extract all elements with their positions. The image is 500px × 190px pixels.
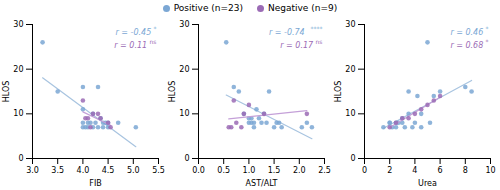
- svg-text:20: 20: [13, 65, 23, 74]
- svg-text:HLOS: HLOS: [2, 81, 11, 103]
- svg-text:Urea: Urea: [418, 179, 437, 188]
- svg-text:r = -0.45: r = -0.45: [116, 28, 152, 37]
- svg-text:0: 0: [362, 166, 367, 175]
- svg-text:4.5: 4.5: [102, 166, 115, 175]
- svg-text:1.0: 1.0: [243, 166, 256, 175]
- svg-text:6: 6: [438, 166, 443, 175]
- svg-text:HLOS: HLOS: [334, 81, 343, 103]
- svg-text:8: 8: [463, 166, 468, 175]
- svg-text:0: 0: [184, 154, 189, 163]
- svg-text:FIB: FIB: [89, 179, 101, 188]
- html-text:Positive (n=23): Positive (n=23): [173, 3, 243, 13]
- svg-text:0: 0: [350, 154, 355, 163]
- svg-text:30: 30: [13, 20, 23, 29]
- svg-text:ns: ns: [316, 38, 323, 45]
- svg-text:*: *: [486, 25, 489, 32]
- svg-text:2.5: 2.5: [318, 166, 331, 175]
- svg-text:30: 30: [345, 20, 355, 29]
- svg-text:10: 10: [345, 109, 355, 118]
- svg-text:r = 0.11: r = 0.11: [114, 41, 147, 50]
- svg-text:2.0: 2.0: [293, 166, 306, 175]
- svg-text:4: 4: [412, 166, 417, 175]
- svg-text:****: ****: [311, 25, 323, 32]
- svg-text:*: *: [486, 38, 489, 45]
- svg-text:1.5: 1.5: [268, 166, 281, 175]
- svg-text:HLOS: HLOS: [168, 81, 177, 103]
- svg-text:5.0: 5.0: [127, 166, 140, 175]
- svg-text:3.0: 3.0: [26, 166, 39, 175]
- svg-text:4.0: 4.0: [77, 166, 90, 175]
- svg-text:2: 2: [387, 166, 392, 175]
- svg-text:3.5: 3.5: [51, 166, 64, 175]
- svg-text:30: 30: [179, 20, 189, 29]
- svg-text:10: 10: [13, 109, 23, 118]
- svg-text:10: 10: [179, 109, 189, 118]
- svg-text:r = 0.68: r = 0.68: [450, 41, 483, 50]
- svg-text:r = -0.74: r = -0.74: [269, 28, 305, 37]
- svg-text:ns: ns: [150, 38, 157, 45]
- svg-text:AST/ALT: AST/ALT: [246, 179, 278, 188]
- svg-text:5.5: 5.5: [152, 166, 165, 175]
- svg-text:20: 20: [345, 65, 355, 74]
- svg-text:*: *: [154, 25, 157, 32]
- svg-text:10: 10: [485, 166, 495, 175]
- svg-text:0: 0: [18, 154, 23, 163]
- html-text:Negative (n=9): Negative (n=9): [268, 3, 338, 13]
- svg-text:20: 20: [179, 65, 189, 74]
- svg-text:0.5: 0.5: [217, 166, 230, 175]
- svg-text:r = 0.17: r = 0.17: [280, 41, 314, 50]
- svg-text:r = 0.46: r = 0.46: [450, 28, 483, 37]
- svg-text:0.0: 0.0: [192, 166, 205, 175]
